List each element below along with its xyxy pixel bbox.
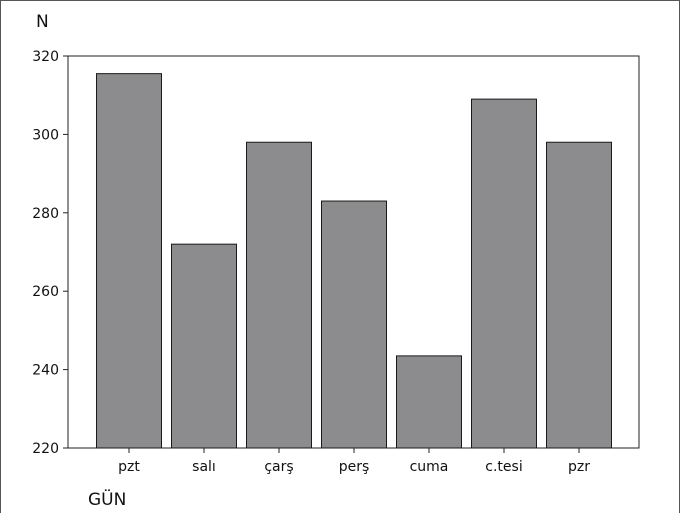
bar-pzt xyxy=(96,73,162,449)
x-tick-label: perş xyxy=(339,459,370,475)
y-tick-label: 280 xyxy=(32,206,59,222)
x-axis-title: GÜN xyxy=(88,488,126,510)
bar-c.tesi xyxy=(471,98,537,449)
bars-group xyxy=(96,73,612,449)
x-tick-label: salı xyxy=(192,459,216,475)
y-axis-title: N xyxy=(36,12,49,32)
x-tick-label: pzt xyxy=(118,459,140,475)
bar-çarş xyxy=(246,141,312,449)
bar-cuma xyxy=(396,355,462,449)
y-tick-label: 260 xyxy=(32,284,59,300)
x-tick-label: pzr xyxy=(568,459,590,475)
x-axis: pzt salı çarş perş cuma c.tesi pzr xyxy=(118,448,590,475)
y-tick-label: 320 xyxy=(32,49,59,65)
y-tick-label: 220 xyxy=(32,441,59,457)
x-tick-label: cuma xyxy=(410,459,449,475)
bar-pzr xyxy=(546,141,612,449)
y-tick-label: 240 xyxy=(32,363,59,379)
bar-salı xyxy=(171,243,237,449)
x-tick-label: çarş xyxy=(264,459,293,475)
y-axis: 220 240 260 280 300 320 xyxy=(32,49,68,457)
bar-perş xyxy=(321,200,387,449)
x-tick-label: c.tesi xyxy=(485,459,522,475)
y-tick-label: 300 xyxy=(32,127,59,143)
